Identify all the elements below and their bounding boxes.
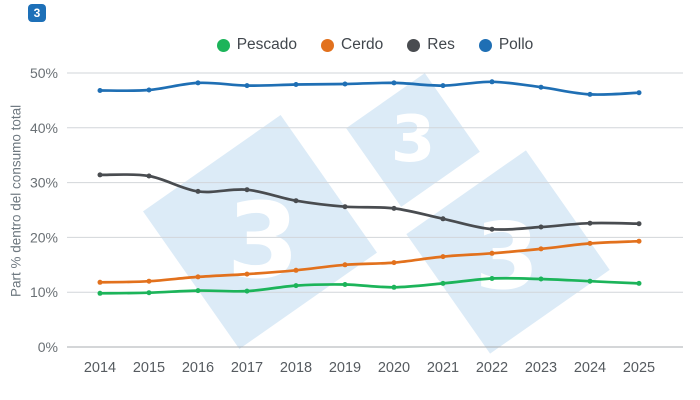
legend-item-pollo[interactable]: Pollo	[478, 36, 534, 54]
x-tick-label-2016: 2016	[182, 360, 214, 376]
point-cerdo-2015	[146, 278, 152, 284]
point-pollo-2024	[587, 91, 593, 97]
series-line-cerdo	[98, 239, 641, 284]
watermark-digit: 3	[390, 103, 436, 177]
point-pollo-2015	[146, 87, 152, 93]
point-cerdo-2023	[538, 246, 544, 252]
watermark-digit: 3	[474, 203, 540, 310]
point-cerdo-2019	[342, 262, 348, 268]
x-tick-label-2023: 2023	[525, 360, 557, 376]
chart-legend: Pescado Cerdo Res Pollo	[67, 36, 683, 54]
point-pescado-2014	[97, 290, 103, 296]
point-pollo-2016	[195, 80, 201, 86]
point-pescado-2020	[391, 284, 397, 290]
point-pollo-2022	[489, 79, 495, 85]
point-pollo-2018	[293, 82, 299, 87]
point-res-2020	[391, 205, 397, 211]
series-line-res	[98, 173, 641, 231]
point-cerdo-2018	[293, 267, 299, 273]
y-tick-label-40%: 40%	[30, 120, 58, 136]
legend-item-res[interactable]: Res	[407, 36, 455, 54]
point-pescado-2021	[440, 280, 446, 286]
point-cerdo-2024	[587, 240, 593, 246]
point-pollo-2025	[636, 90, 642, 96]
legend-dot-icon	[407, 38, 421, 52]
point-cerdo-2014	[97, 279, 103, 285]
point-cerdo-2022	[489, 250, 495, 256]
point-pescado-2022	[489, 276, 495, 281]
legend-label: Pescado	[236, 36, 298, 53]
legend-label: Pollo	[498, 36, 534, 53]
point-cerdo-2020	[391, 260, 397, 266]
point-pollo-2021	[440, 83, 446, 89]
series-line-pescado	[98, 276, 641, 295]
point-res-2017	[244, 187, 250, 193]
y-axis-title: Part % dentro del consumo total	[8, 104, 24, 298]
point-pescado-2024	[587, 278, 593, 284]
legend-item-pescado[interactable]: Pescado	[216, 36, 298, 54]
point-cerdo-2025	[636, 238, 642, 244]
point-cerdo-2017	[244, 271, 250, 277]
point-pollo-2023	[538, 84, 544, 90]
y-tick-label-30%: 30%	[30, 175, 58, 191]
point-res-2016	[195, 188, 201, 194]
point-res-2019	[342, 204, 348, 210]
point-pollo-2020	[391, 80, 397, 86]
point-res-2023	[538, 224, 544, 230]
point-pescado-2023	[538, 276, 544, 282]
point-pescado-2018	[293, 283, 299, 289]
point-res-2022	[489, 226, 495, 232]
x-tick-label-2019: 2019	[329, 360, 361, 376]
x-tick-label-2021: 2021	[427, 360, 459, 376]
point-pescado-2015	[146, 290, 152, 296]
y-tick-label-50%: 50%	[30, 65, 58, 81]
x-tick-label-2014: 2014	[84, 360, 116, 376]
point-pescado-2017	[244, 288, 250, 294]
y-tick-label-20%: 20%	[30, 229, 58, 245]
point-pescado-2019	[342, 282, 348, 287]
y-tick-label-10%: 10%	[30, 284, 58, 300]
point-cerdo-2021	[440, 254, 446, 260]
legend-label: Res	[427, 36, 455, 53]
point-res-2018	[293, 198, 299, 204]
x-tick-label-2017: 2017	[231, 360, 263, 376]
point-res-2015	[146, 173, 152, 179]
point-res-2021	[440, 216, 446, 222]
point-pollo-2014	[97, 88, 103, 93]
x-tick-label-2020: 2020	[378, 360, 410, 376]
x-tick-label-2025: 2025	[623, 360, 655, 376]
point-res-2014	[97, 172, 103, 178]
legend-dot-icon	[478, 38, 492, 52]
x-tick-label-2015: 2015	[133, 360, 165, 376]
site-logo-icon: 3	[28, 4, 46, 22]
point-res-2025	[636, 221, 642, 227]
point-cerdo-2016	[195, 274, 201, 280]
point-pollo-2019	[342, 81, 348, 87]
point-pescado-2016	[195, 288, 201, 294]
x-tick-label-2024: 2024	[574, 360, 606, 376]
point-pollo-2017	[244, 83, 250, 89]
legend-label: Cerdo	[341, 36, 384, 53]
x-tick-label-2018: 2018	[280, 360, 312, 376]
point-pescado-2025	[636, 280, 642, 286]
x-tick-label-2022: 2022	[476, 360, 508, 376]
legend-item-cerdo[interactable]: Cerdo	[321, 36, 383, 54]
point-res-2024	[587, 220, 593, 226]
legend-dot-icon	[216, 38, 230, 52]
legend-dot-icon	[321, 38, 335, 52]
series-line-pollo	[98, 80, 641, 96]
y-tick-label-0%: 0%	[38, 339, 58, 355]
